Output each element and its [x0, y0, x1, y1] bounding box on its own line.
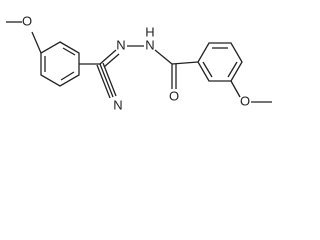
atom-label: H: [145, 24, 154, 39]
structure: O N N H N O O: [6, 13, 272, 112]
atom-label: O: [22, 13, 32, 28]
bond: [62, 47, 76, 56]
bond: [102, 62, 117, 97]
bond: [31, 31, 42, 54]
ring: [197, 42, 243, 82]
atom-label: N: [116, 37, 125, 52]
bond: [154, 49, 173, 65]
bond: [103, 53, 120, 68]
bond: [96, 64, 111, 99]
atom-label: N: [145, 37, 154, 52]
bond: [60, 71, 75, 81]
bonds: [6, 21, 272, 103]
bond: [99, 49, 117, 65]
atom-labels: O N N H N O O: [22, 13, 250, 112]
bond: [99, 63, 114, 98]
ring: [40, 41, 80, 87]
bond: [171, 61, 199, 65]
atom-label: N: [113, 97, 122, 112]
atom-label: O: [169, 88, 179, 103]
bond: [202, 61, 213, 78]
bond: [230, 80, 241, 98]
bond: [227, 61, 238, 78]
atom-label: O: [240, 93, 250, 108]
